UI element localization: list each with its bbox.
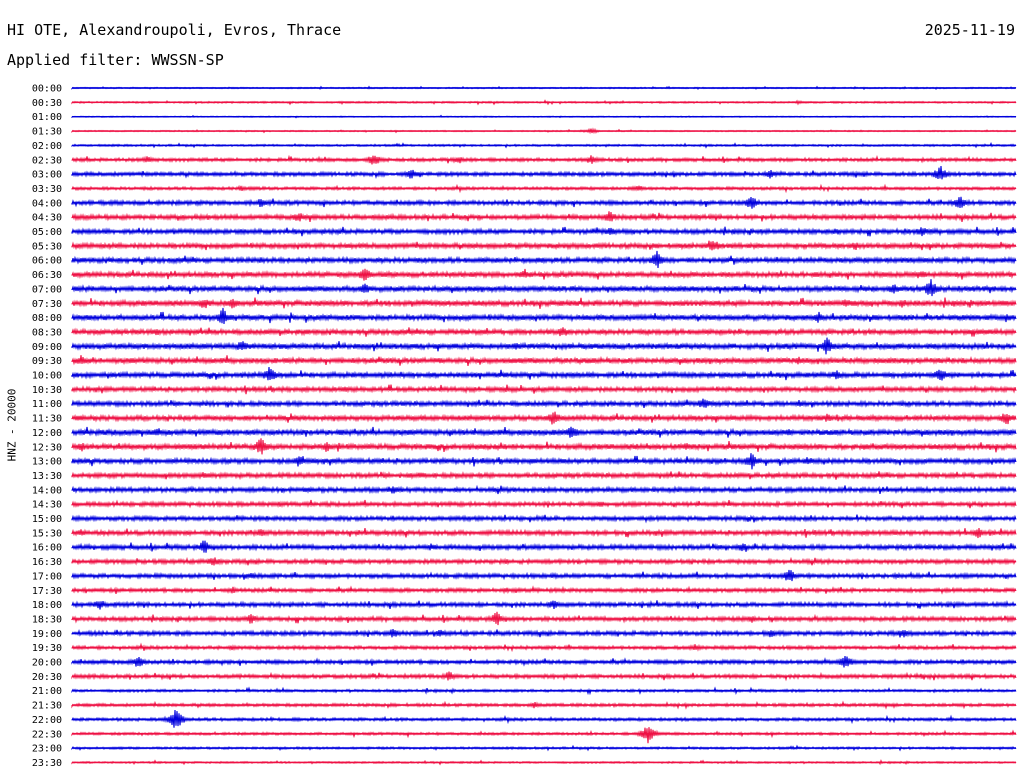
row-time-label: 23:30	[32, 758, 62, 769]
row-time-label: 15:30	[32, 528, 62, 539]
row-time-label: 13:30	[32, 471, 62, 482]
row-time-label: 01:30	[32, 127, 62, 138]
row-time-label: 09:30	[32, 356, 62, 367]
seismic-trace-0300	[71, 165, 1017, 180]
date-label: 2025-11-19	[924, 21, 1015, 39]
row-time-label: 02:00	[32, 141, 62, 152]
row-time-label: 04:00	[32, 198, 62, 209]
row-time-label: 06:30	[32, 270, 62, 281]
row-time-label: 08:30	[32, 327, 62, 338]
filter-label: Applied filter: WWSSN-SP	[7, 51, 224, 69]
row-time-label: 04:30	[32, 213, 62, 224]
row-time-label: 13:00	[32, 457, 62, 468]
row-time-label: 07:30	[32, 299, 62, 310]
row-time-label: 08:00	[32, 313, 62, 324]
row-time-label: 07:00	[32, 284, 62, 295]
row-time-label: 12:30	[32, 442, 62, 453]
seismic-trace-1000	[71, 367, 1017, 381]
row-time-label: 22:30	[32, 729, 62, 740]
row-time-label: 02:30	[32, 155, 62, 166]
row-time-label: 22:00	[32, 715, 62, 726]
row-time-label: 11:00	[32, 399, 62, 410]
row-time-label: 01:00	[32, 112, 62, 123]
row-time-label: 23:00	[32, 744, 62, 755]
row-time-label: 12:00	[32, 428, 62, 439]
seismic-trace-0700	[71, 279, 1017, 297]
row-time-label: 18:30	[32, 614, 62, 625]
row-time-label: 09:00	[32, 342, 62, 353]
seismic-trace-0600	[71, 250, 1017, 269]
row-time-label: 14:00	[32, 485, 62, 496]
row-time-label: 15:00	[32, 514, 62, 525]
seismic-trace-0800	[71, 307, 1017, 325]
row-time-label: 10:30	[32, 385, 62, 396]
row-time-label: 06:00	[32, 256, 62, 267]
seismic-trace-2230	[71, 727, 1017, 744]
row-time-label: 21:00	[32, 686, 62, 697]
row-time-label: 19:30	[32, 643, 62, 654]
row-time-label: 10:00	[32, 371, 62, 382]
station-title: HI OTE, Alexandroupoli, Evros, Thrace	[7, 21, 342, 39]
row-time-label: 17:30	[32, 586, 62, 597]
row-time-label: 05:00	[32, 227, 62, 238]
row-time-label: 16:00	[32, 543, 62, 554]
row-time-label: 16:30	[32, 557, 62, 568]
row-time-label: 11:30	[32, 414, 62, 425]
row-time-label: 17:00	[32, 571, 62, 582]
row-time-label: 18:00	[32, 600, 62, 611]
row-time-label: 20:30	[32, 672, 62, 683]
row-time-label: 03:30	[32, 184, 62, 195]
row-time-label: 00:00	[32, 84, 62, 95]
row-time-label: 21:30	[32, 701, 62, 712]
row-time-label: 05:30	[32, 241, 62, 252]
row-time-label: 14:30	[32, 500, 62, 511]
row-time-label: 00:30	[32, 98, 62, 109]
row-time-label: 20:00	[32, 658, 62, 669]
row-time-label: 19:00	[32, 629, 62, 640]
row-time-label: 03:00	[32, 170, 62, 181]
